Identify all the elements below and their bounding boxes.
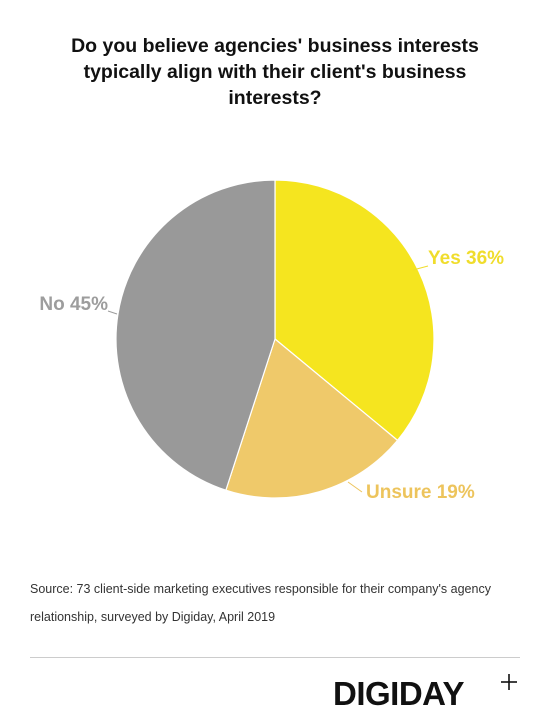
slice-label: Yes 36% — [428, 248, 504, 269]
source-note: Source: 73 client-side marketing executi… — [30, 582, 491, 624]
slice-label: No 45% — [39, 294, 108, 315]
leader-line — [347, 481, 363, 493]
leader-line — [107, 310, 118, 315]
divider — [30, 657, 520, 658]
logo: DIGIDAY — [333, 675, 464, 712]
pie-slice — [274, 179, 435, 442]
pie-slice — [115, 179, 276, 491]
chart-title: Do you believe agencies' business intere… — [71, 35, 479, 109]
slice-label: Unsure 19% — [366, 482, 475, 503]
pie-slice — [225, 337, 399, 499]
logo-plus — [501, 674, 517, 690]
leader-line — [412, 265, 429, 271]
chart: Yes 36% Unsure 19% No 45% — [39, 179, 504, 503]
